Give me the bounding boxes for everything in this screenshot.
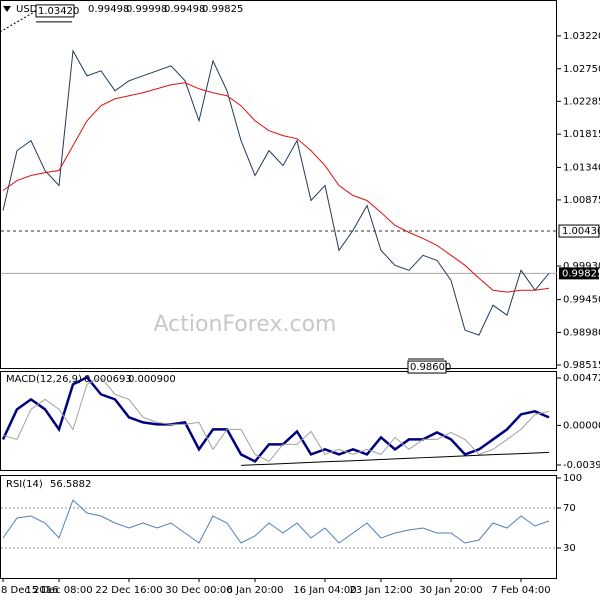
y-tick-label: 0.004721: [563, 373, 600, 384]
x-tick-label: 15 Dec 08:00: [25, 585, 92, 596]
dropdown-icon: [3, 6, 11, 12]
x-tick-label: 30 Jan 20:00: [419, 585, 482, 596]
ohlc: 0.99998: [126, 4, 167, 15]
y-tick-label: 0.98515: [563, 360, 600, 371]
rsi-reading: 56.5882: [50, 479, 91, 490]
macd-title: MACD(12,26,9): [6, 374, 82, 385]
y-tick-label: 1.03220: [563, 31, 600, 42]
rsi-panel: [0, 475, 557, 579]
y-tick-label: 1.02750: [563, 64, 600, 75]
last-price-label: 0.99825: [562, 268, 600, 279]
rsi-title: RSI(14): [6, 479, 43, 490]
series-line: [240, 451, 550, 466]
x-tick-label: 7 Feb 04:00: [491, 585, 550, 596]
series-line: [2, 49, 550, 336]
x-tick-label: 23 Jan 12:00: [349, 585, 412, 596]
series-line: [1, 375, 550, 463]
y-tick-label: 70: [563, 503, 576, 514]
y-tick-label: 30: [563, 543, 576, 554]
series-line: [2, 376, 550, 463]
annotation-leader: [0, 10, 37, 33]
ohlc: 0.99825: [202, 4, 243, 15]
x-tick-label: 30 Dec 00:00: [165, 585, 232, 596]
annotation-box: [35, 4, 75, 18]
y-tick-label: -0.003949: [563, 460, 600, 471]
last-price-box: [559, 267, 599, 280]
y-tick-label: 0.000000: [563, 420, 600, 431]
series-line: [2, 82, 550, 293]
macd-reading: 0.000693: [84, 374, 132, 385]
level-box: [558, 224, 600, 238]
level-label: 1.00430: [562, 226, 600, 237]
y-tick-label: 1.00875: [563, 195, 600, 206]
watermark: ActionForex.com: [154, 312, 337, 337]
x-tick-label: 16 Jan 04:00: [293, 585, 356, 596]
ohlc: 0.99498: [88, 4, 129, 15]
price-panel: [0, 0, 557, 369]
y-tick-label: 100: [563, 473, 582, 484]
x-tick-label: 8 Dec 2016: [1, 585, 59, 596]
y-tick-label: 1.01340: [563, 162, 600, 173]
ohlc: 0.99498: [164, 4, 205, 15]
macd-panel: [0, 371, 557, 471]
x-tick-label: 22 Dec 16:00: [95, 585, 162, 596]
annotation-label: 1.03420: [38, 6, 79, 17]
macd-reading: 0.000900: [128, 374, 176, 385]
y-tick-label: 1.01815: [563, 129, 600, 140]
annotation-label: 0.98600: [410, 362, 451, 373]
x-tick-label: 6 Jan 20:00: [227, 585, 284, 596]
y-tick-label: 1.02285: [563, 96, 600, 107]
annotation-box: [407, 360, 447, 374]
series-line: [2, 499, 550, 544]
